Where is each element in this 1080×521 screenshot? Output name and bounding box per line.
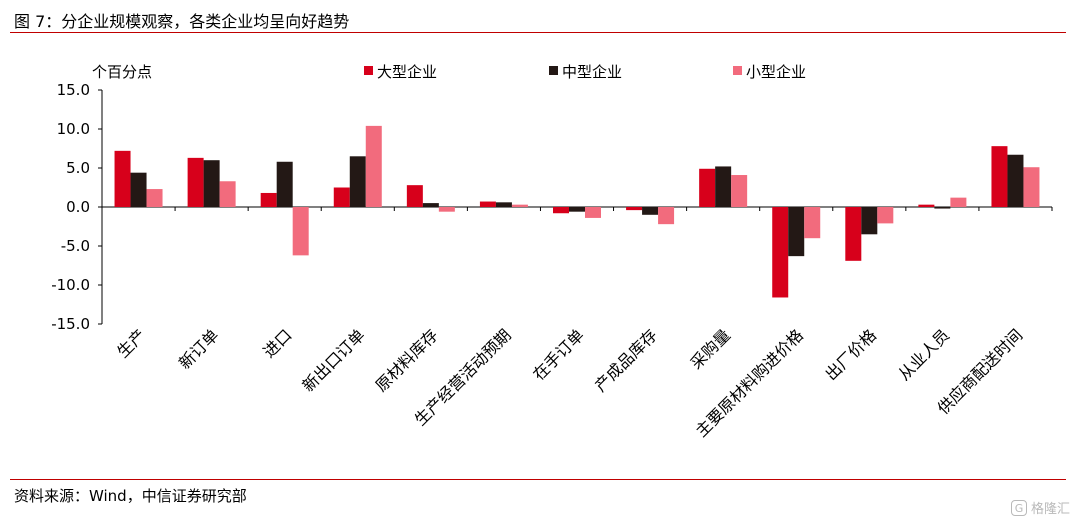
x-category-label: 生产 <box>113 325 149 361</box>
watermark-logo-icon: G <box>1010 499 1027 516</box>
y-tick-label: 15.0 <box>57 81 90 99</box>
bar <box>219 181 236 207</box>
bar <box>950 197 967 207</box>
bottom-divider <box>10 479 1066 480</box>
legend-swatch <box>364 66 373 75</box>
bar <box>187 157 204 207</box>
bar <box>845 207 862 261</box>
bar <box>804 207 821 239</box>
x-category-label: 采购量 <box>687 325 734 372</box>
legend-label: 小型企业 <box>746 63 806 81</box>
y-tick-label: -10.0 <box>51 276 90 294</box>
bar <box>715 166 732 207</box>
figure-title: 图 7：分企业规模观察，各类企业均呈向好趋势 <box>14 12 350 31</box>
bar <box>130 172 147 207</box>
y-tick-label: 5.0 <box>66 159 90 177</box>
x-category-label: 出厂价格 <box>821 325 880 384</box>
bar-chart: 15.0 10.0 5.0 0.0 -5.0 -10.0 -15.0 个百分点生产 新订单 进口新… <box>51 63 1053 441</box>
bar <box>1007 154 1024 207</box>
x-category-label: 从业人员 <box>895 325 954 384</box>
bar <box>699 168 716 207</box>
x-category-label: 新订单 <box>175 325 222 372</box>
bar <box>479 201 496 207</box>
bar <box>626 207 643 211</box>
y-tick-label: -15.0 <box>51 315 90 333</box>
watermark: G 格隆汇 <box>1010 498 1070 517</box>
legend-label: 中型企业 <box>562 63 622 81</box>
bar <box>511 204 528 207</box>
bar <box>333 187 350 207</box>
legend-swatch <box>549 66 558 75</box>
y-tick-label: 0.0 <box>66 198 90 216</box>
y-axis-label: 个百分点 <box>92 63 152 81</box>
bar <box>260 192 277 207</box>
bar <box>349 156 366 207</box>
bar <box>1023 167 1040 207</box>
bar <box>365 125 382 207</box>
x-category-label: 在手订单 <box>529 325 588 384</box>
watermark-text: 格隆汇 <box>1030 502 1070 517</box>
bar <box>788 207 805 257</box>
bar <box>877 207 894 224</box>
bar <box>406 185 423 207</box>
y-tick-label: -5.0 <box>61 237 90 255</box>
bar <box>292 207 309 256</box>
bar <box>772 207 789 298</box>
bar <box>438 207 455 212</box>
x-category-label: 产成品库存 <box>591 325 661 395</box>
bar <box>658 207 675 225</box>
bar <box>642 207 659 215</box>
bar <box>495 202 512 207</box>
x-category-label: 原材料库存 <box>372 325 442 395</box>
y-tick-label: 10.0 <box>57 120 90 138</box>
top-divider <box>10 32 1066 33</box>
legend-swatch <box>733 66 742 75</box>
bar <box>569 207 585 212</box>
bar <box>861 207 878 235</box>
bar <box>553 207 569 214</box>
source-note: 资料来源：Wind，中信证券研究部 <box>14 487 247 505</box>
bar <box>991 146 1008 207</box>
bar <box>934 207 951 209</box>
bar <box>585 207 601 218</box>
bar <box>203 160 220 207</box>
bar <box>146 189 163 207</box>
bar <box>422 203 439 207</box>
legend-label: 大型企业 <box>377 63 437 81</box>
bar <box>114 150 131 207</box>
x-category-label: 新出口订单 <box>299 325 369 395</box>
bar <box>731 175 748 207</box>
x-category-label: 进口 <box>259 325 295 361</box>
bar <box>918 204 935 207</box>
bar <box>276 161 293 207</box>
